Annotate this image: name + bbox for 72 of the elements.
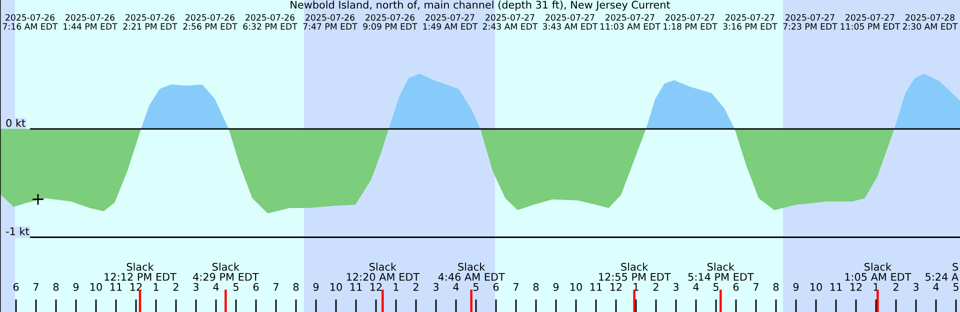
x-tick-label: 9 — [793, 283, 799, 291]
x-tick-label: 6 — [13, 283, 19, 291]
x-tick-label: 4 — [693, 283, 699, 291]
x-tick-label: 7 — [754, 283, 758, 291]
annotation: 2025-07-26 7:47 PM EDT — [303, 14, 358, 30]
annotation: 2025-07-26 2:56 PM EDT — [183, 14, 238, 30]
ref-line-label: Slack 12:55 PM EDT — [599, 262, 671, 281]
x-tick-label: 8 — [293, 283, 299, 291]
x-tick-label: 9 — [553, 283, 559, 291]
x-tick-label: 3 — [433, 283, 438, 291]
x-tick-label: 5 — [473, 283, 478, 291]
ref-line-label: Slack 4:46 AM EDT — [438, 262, 505, 281]
ref-line-label: Slack 12:12 PM EDT — [104, 262, 176, 281]
ref-line-label: Slack 1:05 AM EDT — [845, 262, 912, 281]
x-tick-label: 5 — [233, 283, 238, 291]
x-tick-label: 3 — [673, 283, 678, 291]
annotation: 2025-07-26 7:16 AM EDT — [2, 14, 58, 30]
x-tick-label: 6 — [493, 283, 499, 291]
x-tick-label: 11 — [590, 283, 602, 291]
x-tick-label: 2 — [173, 283, 178, 291]
x-tick-label: 9 — [313, 283, 319, 291]
x-tick-label: 11 — [350, 283, 362, 291]
x-tick-label: 5 — [953, 283, 958, 291]
x-tick-label: 7 — [34, 283, 38, 291]
y-tick-label: -1 kt — [6, 227, 30, 236]
x-tick-label: 3 — [913, 283, 918, 291]
x-tick-label: 4 — [933, 283, 939, 291]
annotation: 2025-07-27 11:05 PM EDT — [840, 14, 900, 30]
annotation: 2025-07-27 2:43 AM EDT — [482, 14, 538, 30]
annotation: 2025-07-26 6:32 PM EDT — [243, 14, 298, 30]
ref-line-label: Slack 5:14 PM EDT — [688, 262, 754, 281]
x-tick-label: 9 — [73, 283, 79, 291]
annotation: 2025-07-27 3:16 PM EDT — [723, 14, 778, 30]
y-tick-label: 0 kt — [6, 118, 26, 127]
annotation: 2025-07-26 1:44 PM EDT — [64, 14, 118, 30]
x-tick-label: 6 — [253, 283, 259, 291]
x-tick-label: 6 — [733, 283, 739, 291]
x-tick-label: 8 — [533, 283, 539, 291]
x-tick-label: 10 — [570, 283, 582, 291]
x-tick-label: 2 — [893, 283, 898, 291]
annotation: S 5:24 A — [926, 262, 959, 281]
x-tick-label: 1 — [154, 283, 158, 291]
annotation: 2025-07-26 9:09 PM EDT — [363, 14, 418, 30]
annotation: 2025-07-27 3:43 AM EDT — [542, 14, 598, 30]
annotation: 2025-07-28 2:30 AM EDT — [902, 14, 958, 30]
x-tick-label: 5 — [713, 283, 718, 291]
x-tick-label: 11 — [830, 283, 842, 291]
x-tick-label: 8 — [773, 283, 779, 291]
x-tick-label: 2 — [413, 283, 418, 291]
x-tick-label: 12 — [610, 283, 622, 291]
x-tick-label: 2 — [653, 283, 658, 291]
annotation: 2025-07-26 2:21 PM EDT — [123, 14, 178, 30]
annotation: 2025-07-27 1:18 PM EDT — [664, 14, 718, 30]
x-tick-label: 7 — [274, 283, 278, 291]
x-tick-label: 4 — [213, 283, 219, 291]
x-tick-label: 7 — [514, 283, 518, 291]
x-tick-label: 10 — [90, 283, 102, 291]
ref-line-label: Slack 12:20 AM EDT — [346, 262, 420, 281]
x-tick-label: 8 — [53, 283, 59, 291]
x-tick-label: 1 — [394, 283, 398, 291]
annotation: 2025-07-27 7:23 PM EDT — [783, 14, 838, 30]
x-tick-label: 11 — [110, 283, 122, 291]
annotation: 2025-07-27 1:49 AM EDT — [423, 14, 478, 30]
chart-title: Newbold Island, north of, main channel (depth 31 ft), New Jersey Current — [290, 0, 670, 11]
x-tick-label: 10 — [330, 283, 342, 291]
x-tick-label: 12 — [850, 283, 862, 291]
x-tick-label: 12 — [370, 283, 382, 291]
x-tick-label: 3 — [193, 283, 198, 291]
x-tick-label: 10 — [810, 283, 822, 291]
ref-line-label: Slack 4:29 PM EDT — [193, 262, 259, 281]
x-tick-label: 4 — [453, 283, 459, 291]
annotation: 2025-07-27 11:03 AM EDT — [600, 14, 660, 30]
